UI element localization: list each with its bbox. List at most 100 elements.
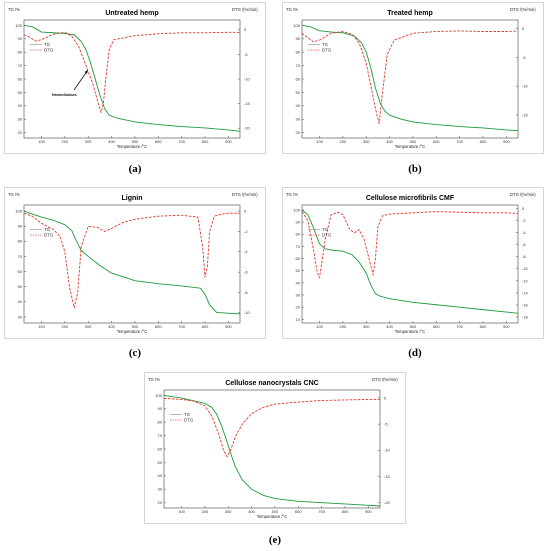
y-right-tick-label: -10 (244, 76, 251, 81)
y-right-tick-label: -10 (384, 448, 391, 453)
x-tick-label: 800 (480, 139, 487, 144)
y-left-tick-label: 90 (158, 406, 163, 411)
y-right-tick-label: 0 (522, 206, 525, 211)
chart-untreated-hemp: TG /% DTG /(%/min) Temperature /°C Untreate… (4, 2, 266, 154)
y-left-tick-label: 50 (18, 90, 23, 95)
y-right-tick-label: -4 (244, 249, 248, 254)
annotation-arrow-head (84, 70, 88, 74)
x-tick-label: 800 (202, 139, 209, 144)
legend-label: TG (184, 412, 191, 417)
y-left-tick-label: 80 (296, 232, 301, 237)
y-right-label: DTG /(%/min) (510, 192, 536, 197)
y-left-tick-label: 50 (296, 268, 301, 273)
legend-label: DTG (44, 233, 54, 238)
tg-series-line (23, 24, 241, 132)
dtg-series-line (301, 30, 519, 125)
legend-label: TG (322, 42, 329, 47)
x-tick-label: 500 (410, 139, 417, 144)
y-left-tick-label: 80 (158, 420, 163, 425)
y-left-tick-label: 40 (18, 299, 23, 304)
y-left-tick-label: 30 (158, 487, 163, 492)
panel-frame (282, 2, 544, 154)
chart-lignin: TG /% DTG /(%/min) Temperature /°C Lignin 10… (4, 187, 266, 339)
x-axis-label: Temperature /°C (257, 514, 288, 519)
chart-treated-hemp: TG /% DTG /(%/min) Temperature /°C Treated … (282, 2, 544, 154)
x-axis-label: Temperature /°C (395, 144, 426, 149)
y-left-tick-label: 60 (296, 76, 301, 81)
x-tick-label: 400 (108, 324, 115, 329)
y-left-tick-label: 60 (18, 269, 23, 274)
y-right-tick-label: -5 (244, 52, 248, 57)
x-tick-label: 300 (225, 509, 232, 514)
x-tick-label: 800 (480, 324, 487, 329)
y-left-tick-label: 20 (158, 500, 163, 505)
y-right-tick-label: -14 (522, 290, 529, 295)
legend-label: TG (44, 227, 51, 232)
y-left-tick-label: 20 (296, 305, 301, 310)
y-right-tick-label: -12 (522, 278, 529, 283)
plot-area (23, 204, 241, 324)
y-left-tick-label: 70 (296, 63, 301, 68)
x-tick-label: 100 (38, 139, 45, 144)
y-left-tick-label: 20 (296, 130, 301, 135)
y-left-label: TG /% (148, 377, 160, 382)
x-tick-label: 400 (248, 509, 255, 514)
y-left-tick-label: 80 (296, 50, 301, 55)
plot-area (301, 204, 519, 324)
x-tick-label: 700 (456, 139, 463, 144)
y-left-tick-label: 90 (18, 224, 23, 229)
tg-series-line (23, 210, 241, 315)
legend-label: DTG (184, 418, 194, 423)
tg-series-line (301, 24, 519, 132)
x-tick-label: 700 (456, 324, 463, 329)
chart-panel-e: TG /% DTG /(%/min) Temperature /°C Cellulos… (144, 372, 406, 524)
chart-title: Treated hemp (387, 10, 433, 17)
x-tick-label: 600 (155, 139, 162, 144)
x-tick-label: 400 (108, 139, 115, 144)
caption-a: (a) (128, 163, 142, 175)
chart-cellulose-microfibrils: TG /% DTG /(%/min) Temperature /°C Cellulos… (282, 187, 544, 339)
y-right-tick-label: 0 (244, 27, 247, 32)
caption-d: (d) (408, 347, 422, 359)
y-right-tick-label: -18 (522, 314, 529, 319)
caption-c: (c) (128, 347, 142, 359)
chart-cellulose-nanocrystals: TG /% DTG /(%/min) Temperature /°C Cellulos… (144, 372, 406, 524)
y-left-tick-label: 90 (296, 219, 301, 224)
y-left-tick-label: 40 (158, 473, 163, 478)
y-left-label: TG /% (286, 192, 298, 197)
y-left-tick-label: 100 (15, 23, 22, 28)
y-left-tick-label: 70 (158, 433, 163, 438)
y-right-tick-label: -16 (522, 302, 529, 307)
y-left-tick-label: 60 (18, 76, 23, 81)
y-left-tick-label: 70 (18, 63, 23, 68)
y-left-tick-label: 50 (18, 284, 23, 289)
dtg-series-line (301, 211, 519, 279)
y-left-tick-label: 70 (18, 254, 23, 259)
y-left-tick-label: 50 (158, 460, 163, 465)
x-tick-label: 100 (178, 509, 185, 514)
x-tick-label: 300 (85, 139, 92, 144)
x-tick-label: 600 (433, 139, 440, 144)
y-right-tick-label: -5 (522, 55, 526, 60)
chart-panel-d: TG /% DTG /(%/min) Temperature /°C Cellulos… (282, 187, 544, 339)
y-left-tick-label: 60 (158, 446, 163, 451)
legend-label: TG (44, 42, 51, 47)
y-left-tick-label: 100 (293, 23, 300, 28)
y-left-tick-label: 100 (293, 207, 300, 212)
y-left-tick-label: 80 (18, 239, 23, 244)
y-left-tick-label: 50 (296, 90, 301, 95)
y-right-tick-label: -15 (244, 101, 251, 106)
x-tick-label: 700 (318, 509, 325, 514)
x-tick-label: 800 (342, 509, 349, 514)
x-tick-label: 300 (363, 139, 370, 144)
x-tick-label: 100 (316, 139, 323, 144)
y-right-label: DTG /(%/min) (372, 377, 398, 382)
tg-series-line (163, 394, 381, 507)
y-right-tick-label: 0 (522, 26, 525, 31)
x-tick-label: 200 (340, 324, 347, 329)
dtg-series-line (163, 397, 380, 458)
x-tick-label: 200 (62, 139, 69, 144)
x-tick-label: 100 (316, 324, 323, 329)
y-left-tick-label: 90 (296, 36, 301, 41)
y-right-tick-label: -15 (384, 474, 391, 479)
